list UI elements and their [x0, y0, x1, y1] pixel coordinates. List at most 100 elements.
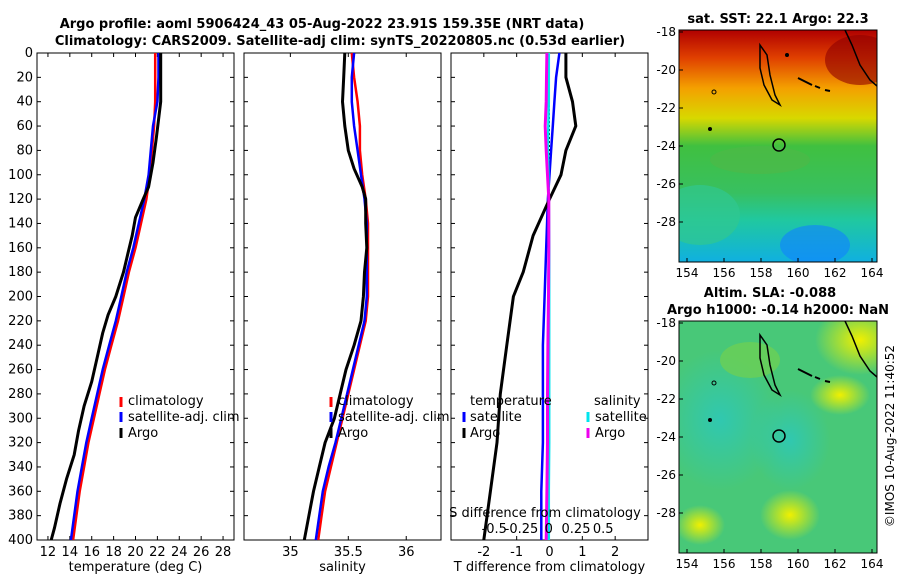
legend-label-climatology: climatology — [338, 394, 414, 409]
legend-label-t-satellite: satellite — [470, 410, 522, 425]
map-x-tick-label: 156 — [713, 557, 736, 571]
x-tick-label: 1 — [578, 545, 586, 560]
legend-title-salinity: salinity — [594, 394, 641, 409]
x-tick-label: 0 — [545, 545, 553, 560]
map-y-tick-label: -20 — [656, 63, 676, 77]
series-t-satellite — [540, 52, 561, 540]
salinity-panel: 35 35.5 36 salinity — [243, 52, 442, 575]
legend-label-t-argo: Argo — [470, 426, 500, 441]
map-y-tick-label: -20 — [656, 354, 676, 368]
x-tick-label: 26 — [193, 545, 210, 560]
series-satellite-adj-clim — [69, 53, 160, 541]
map-y-tick-label: -24 — [656, 430, 676, 444]
s-diff-axis-title: S difference from climatology — [449, 506, 641, 521]
plot-frame — [36, 52, 235, 541]
x-tick-label: 28 — [215, 545, 232, 560]
x-tick-label: 20 — [127, 545, 144, 560]
map-x-tick-label: 158 — [750, 557, 773, 571]
y-tick-label: 100 — [8, 168, 33, 183]
x-tick-label: 35 — [282, 545, 299, 560]
x-axis-label: temperature (deg C) — [69, 560, 203, 575]
sla-map: Altim. SLA: -0.088 Argo h1000: -0.14 h20… — [656, 286, 889, 571]
sst-map-ticks: 154 156 158 160 162 164 -18 -20 -22 -24 -26 -28 — [656, 25, 883, 280]
y-tick-label: 280 — [8, 387, 33, 402]
series-t-argo — [482, 53, 578, 541]
new-caledonia-outline — [759, 332, 782, 398]
map-x-tick-label: 162 — [824, 557, 847, 571]
legend-label-climatology: climatology — [128, 394, 204, 409]
x-tick-label: 14 — [62, 545, 79, 560]
y-tick-label: 220 — [8, 314, 33, 329]
map-x-tick-label: 154 — [676, 557, 699, 571]
legend-label-satellite: satellite-adj. clim — [338, 410, 450, 425]
x-tick-label: -1 — [510, 545, 523, 560]
sst-map: sat. SST: 22.1 Argo: 22.3 154 156 158 160 16… — [656, 12, 883, 280]
y-tick-label: 180 — [8, 265, 33, 280]
map-y-tick-label: -18 — [656, 316, 676, 330]
x-tick-label: 35.5 — [334, 545, 363, 560]
legend-label-argo: Argo — [338, 426, 368, 441]
map-y-tick-label: -26 — [656, 177, 676, 191]
series-satellite-adj-clim — [314, 52, 369, 541]
temperature-legend: climatology satellite-adj. clim Argo — [119, 394, 240, 441]
vanuatu-outline — [844, 321, 877, 378]
s-diff-tick-label: -0.25 — [505, 522, 539, 537]
map-y-tick-label: -26 — [656, 468, 676, 482]
y-tick-label: 160 — [8, 241, 33, 256]
y-tick-label: 0 — [25, 46, 33, 61]
x-axis-label: salinity — [319, 560, 366, 575]
plot-frame — [243, 52, 442, 541]
s-diff-tick-label: -0.5 — [482, 522, 507, 537]
map-y-tick-label: -28 — [656, 215, 676, 229]
series-s-argo — [543, 52, 551, 541]
map-y-tick-label: -22 — [656, 101, 676, 115]
difference-panel: -2 -1 0 1 2T difference from climatology — [450, 52, 649, 575]
y-tick-label: 140 — [8, 216, 33, 231]
y-tick-label: 340 — [8, 460, 33, 475]
x-tick-label: -2 — [477, 545, 490, 560]
legend-title-temperature: temperature — [470, 394, 552, 409]
vanuatu-outline — [844, 30, 877, 87]
x-tick-label: 24 — [171, 545, 188, 560]
map-x-tick-label: 160 — [787, 266, 810, 280]
y-tick-label: 60 — [16, 119, 33, 134]
map-y-tick-label: -28 — [656, 506, 676, 520]
map-y-tick-label: -24 — [656, 139, 676, 153]
x-tick-label: 2 — [611, 545, 619, 560]
y-tick-label: 200 — [8, 290, 33, 305]
y-tick-label: 300 — [8, 411, 33, 426]
salinity-legend: climatology satellite-adj. clim Argo — [329, 394, 450, 441]
y-tick-label: 400 — [8, 533, 33, 548]
sla-map-title1: Altim. SLA: -0.088 — [704, 286, 836, 301]
map-y-tick-label: -22 — [656, 392, 676, 406]
y-tick-label: 20 — [16, 70, 33, 85]
sla-map-title2: Argo h1000: -0.14 h2000: NaN — [667, 303, 889, 318]
y-tick-label: 40 — [16, 95, 33, 110]
map-x-tick-label: 158 — [750, 266, 773, 280]
temperature-panel: 12 14 16 18 20 22 24 26 28 temperature (deg C) 0 20… — [8, 46, 235, 575]
sst-map-title: sat. SST: 22.1 Argo: 22.3 — [687, 12, 868, 27]
legend-label-s-satellite: satellite — [595, 410, 647, 425]
x-axis-label: T difference from climatology — [453, 560, 646, 575]
map-x-tick-label: 164 — [861, 557, 884, 571]
figure-title-line1: Argo profile: aoml 5906424_43 05-Aug-202… — [60, 17, 585, 32]
x-tick-label: 16 — [83, 545, 100, 560]
map-x-tick-label: 154 — [676, 266, 699, 280]
s-diff-tick-label: 0.5 — [593, 522, 614, 537]
y-tick-label: 320 — [8, 436, 33, 451]
legend-label-s-argo: Argo — [595, 426, 625, 441]
figure-title-line2: Climatology: CARS2009. Satellite-adj cli… — [55, 34, 625, 49]
series-argo — [302, 52, 369, 541]
map-x-tick-label: 162 — [824, 266, 847, 280]
x-tick-label: 36 — [398, 545, 415, 560]
sla-map-ticks: 154 156 158 160 162 164 -18 -20 -22 -24 -26 -28 — [656, 316, 883, 571]
s-diff-tick-labels: -0.5-0.25 0 0.25 0.5 — [482, 522, 614, 537]
x-tick-label: 12 — [40, 545, 57, 560]
s-diff-tick-label: 0 — [545, 522, 553, 537]
argo-location-marker — [772, 138, 786, 152]
argo-location-marker — [772, 429, 786, 443]
y-tick-label: 80 — [16, 143, 33, 158]
y-tick-label: 260 — [8, 363, 33, 378]
s-diff-tick-label: 0.25 — [562, 522, 591, 537]
